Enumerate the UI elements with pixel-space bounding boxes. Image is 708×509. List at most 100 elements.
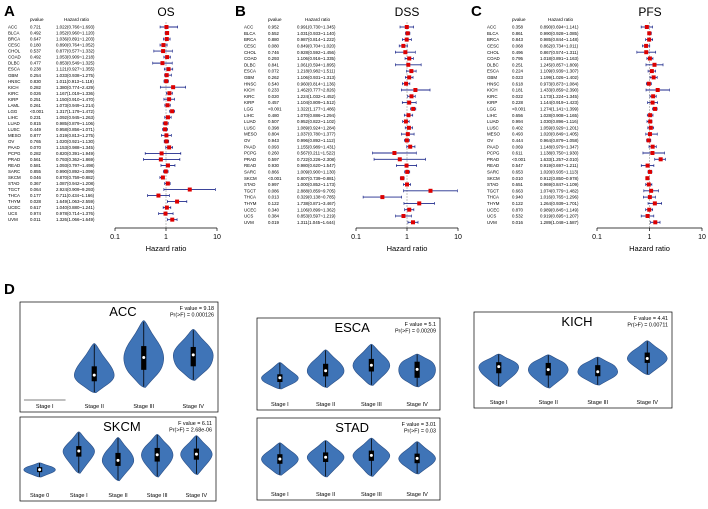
row-label-hr: 1.633(1.257~2.010): [540, 157, 579, 162]
row-label-name: SARC: [487, 170, 499, 175]
row-label-pvalue: 0.020: [268, 94, 280, 99]
row-label-name: KIRP: [487, 100, 497, 105]
violin-median: [278, 376, 282, 380]
x-tick-label: Stage IV: [637, 400, 659, 406]
row-label-hr: 1.153(0.988~1.345): [56, 145, 95, 150]
hr-point: [645, 163, 650, 168]
column-header-pvalue: pvalue: [30, 17, 44, 22]
row-label-hr: 0.329(0.138~0.785): [297, 195, 336, 200]
hr-point: [406, 113, 411, 118]
row-label-name: THCA: [8, 193, 20, 198]
row-label-hr: 0.989(0.845~1.149): [540, 207, 579, 212]
violin-box: [190, 346, 196, 367]
row-label-hr: 0.870(0.759~0.882): [56, 175, 95, 180]
hr-point: [650, 100, 655, 105]
row-label-hr: 1.087(0.942~1.208): [56, 181, 95, 186]
row-label-hr: 0.990(0.928~1.085): [540, 31, 579, 36]
row-label-name: PRAD: [487, 157, 499, 162]
row-label-hr: 1.289(1.048~1.587): [540, 220, 579, 225]
row-label-pvalue: 0.647: [30, 37, 42, 42]
hr-point: [647, 132, 652, 137]
row-label-pvalue: 0.561: [30, 157, 42, 162]
hr-point: [409, 94, 414, 99]
chart-title: ACC: [109, 304, 136, 319]
row-label-hr: 1.317(1.179~1.472): [56, 109, 95, 114]
row-label-name: KICH: [244, 88, 255, 93]
row-label-pvalue: 0.028: [30, 199, 42, 204]
row-label-pvalue: 0.870: [512, 207, 524, 212]
hr-point: [649, 69, 654, 74]
row-label-name: SARC: [8, 169, 20, 174]
row-label-pvalue: 0.013: [268, 195, 280, 200]
row-label-name: OV: [244, 138, 250, 143]
hr-point: [646, 182, 651, 187]
hr-point: [166, 67, 171, 72]
violin-median: [415, 367, 419, 371]
x-tick-label: Stage II: [85, 404, 105, 410]
row-label-hr: 0.980(0.620~1.547): [297, 163, 336, 168]
hr-point: [651, 75, 656, 80]
x-tick-label: 1: [164, 234, 168, 241]
hr-point: [170, 217, 175, 222]
row-label-pvalue: 0.943: [268, 138, 280, 143]
row-label-pvalue: 0.122: [268, 201, 280, 206]
x-tick-label: Stage I: [490, 400, 508, 406]
hr-point: [413, 88, 418, 92]
hr-point: [648, 113, 653, 118]
row-label-name: MESO: [244, 132, 258, 137]
row-label-name: CESC: [487, 44, 499, 49]
row-label-pvalue: 0.477: [30, 61, 42, 66]
row-label-pvalue: 0.663: [512, 188, 524, 193]
hr-point: [651, 94, 656, 99]
hr-point: [165, 31, 170, 36]
x-tick-label: Stage I: [271, 492, 289, 498]
hr-point: [647, 37, 652, 42]
stat-annotation: Pr(>F) = 0.00209: [395, 329, 436, 335]
row-label-name: READ: [8, 163, 20, 168]
row-label-hr: 1.121(0.927~1.355): [56, 67, 95, 72]
hr-point: [170, 109, 175, 114]
hr-point: [159, 151, 164, 156]
row-label-hr: 0.991(0.730~1.345): [297, 25, 336, 30]
row-label-hr: 0.985(0.879~1.106): [56, 121, 95, 126]
row-label-hr: 1.020(0.935~1.113): [540, 170, 579, 175]
row-label-pvalue: 0.861: [512, 31, 524, 36]
row-label-name: LIHC: [244, 113, 254, 118]
x-tick-label: 0.1: [351, 234, 361, 241]
violin-group: Stage IV: [180, 435, 213, 499]
hr-point: [403, 119, 408, 124]
panel-letter-b: B: [235, 3, 246, 20]
violin-median: [191, 353, 195, 357]
row-label-name: SKCM: [487, 176, 500, 181]
violin-median: [369, 453, 373, 457]
hr-point: [644, 43, 649, 48]
hr-point: [411, 106, 416, 111]
hr-point: [161, 43, 166, 48]
row-label-name: KICH: [487, 88, 498, 93]
row-label-name: ESCA: [8, 67, 20, 72]
row-label-name: THCA: [487, 195, 499, 200]
hr-point: [428, 188, 433, 193]
row-label-name: TGCT: [8, 187, 20, 192]
chart-title: DSS: [395, 5, 420, 19]
hr-point: [164, 79, 169, 84]
row-label-pvalue: 0.231: [30, 115, 42, 120]
row-label-name: HNSC: [8, 79, 20, 84]
row-label-pvalue: 0.651: [512, 182, 524, 187]
hr-point: [645, 214, 650, 218]
violin-median: [142, 356, 146, 360]
row-label-hr: 1.311(1.045~1.644): [297, 220, 336, 225]
row-label-hr: 1.028(0.908~1.165): [540, 113, 579, 118]
row-label-name: PAAD: [244, 144, 256, 149]
x-axis-label: Hazard ratio: [387, 244, 428, 253]
row-label-hr: 1.106(0.916~1.335): [297, 56, 336, 61]
hr-point: [163, 121, 168, 126]
row-label-pvalue: 0.233: [268, 88, 280, 93]
row-label-hr: 1.093(0.797~1.498): [56, 163, 95, 168]
hr-point: [404, 163, 409, 168]
row-label-pvalue: 0.019: [268, 220, 280, 225]
column-header-hazard-ratio: Hazard ratio: [64, 17, 89, 22]
stat-annotation: Pr(>F) = 2.68e-06: [169, 428, 212, 434]
